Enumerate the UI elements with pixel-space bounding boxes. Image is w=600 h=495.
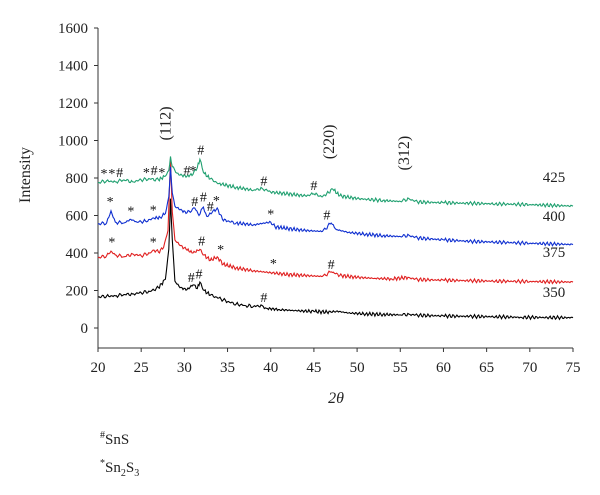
sns-peak-marker: #	[328, 258, 335, 273]
y-tick-label: 1200	[58, 96, 88, 112]
series-label-425: 425	[543, 170, 566, 186]
sn2s3-peak-marker: *	[190, 164, 197, 179]
series-label-375: 375	[543, 245, 566, 261]
legend-sn2s3-formula: Sn2S3	[105, 460, 140, 479]
y-tick-label: 1400	[58, 59, 88, 75]
sn2s3-peak-marker: *	[150, 204, 157, 219]
legend-sn2s3-symbol: *	[100, 458, 105, 469]
sns-peak-marker: #	[260, 291, 267, 306]
series-line-375	[97, 159, 574, 285]
axes: 0 200 400 600 800 1000 1200 1400 1600 20 25 30 35 40 4…	[58, 21, 581, 376]
sns-peak-marker: #	[310, 179, 317, 194]
y-tick-label: 800	[66, 171, 89, 187]
sns-peak-marker: #	[260, 175, 267, 190]
y-tick-label: 1000	[58, 134, 88, 150]
y-tick-label: 600	[66, 209, 89, 225]
sn2s3-peak-marker: *	[213, 194, 220, 209]
sns-peak-marker: #	[116, 166, 123, 181]
sns-peak-marker: #	[198, 235, 205, 250]
x-tick-label: 40	[263, 360, 278, 376]
x-tick-label: 20	[91, 360, 106, 376]
sn2s3-peak-marker: *	[127, 205, 134, 220]
sns-peak-marker: #	[191, 195, 198, 210]
x-tick-label: 25	[134, 360, 149, 376]
sn2s3-peak-marker: *	[270, 257, 277, 272]
x-tick-label: 55	[393, 360, 408, 376]
sn2s3-peak-marker: *	[101, 167, 108, 182]
series-layer	[97, 156, 574, 321]
sns-peak-marker: #	[207, 200, 214, 215]
series-line-400	[97, 166, 574, 247]
sns-peak-marker: #	[151, 164, 158, 179]
sns-peak-marker: #	[196, 267, 203, 282]
legend-sn2s3: *Sn2S3	[100, 458, 139, 479]
sns-peak-marker: #	[197, 144, 204, 159]
series-label-400: 400	[543, 209, 566, 225]
x-tick-label: 60	[436, 360, 451, 376]
peak-label: (312)	[396, 136, 413, 171]
sn2s3-peak-marker: *	[108, 235, 115, 250]
series-label-350: 350	[543, 285, 566, 301]
x-tick-label: 70	[522, 360, 537, 376]
x-tick-label: 50	[350, 360, 365, 376]
y-tick-label: 1600	[58, 21, 88, 37]
peak-label: (112)	[158, 106, 175, 140]
sn2s3-peak-marker: *	[217, 243, 224, 258]
y-axis-title: Intensity	[17, 147, 34, 203]
sn2s3-peak-marker: *	[158, 166, 165, 181]
series-line-350	[97, 198, 574, 321]
sns-peak-marker: #	[188, 271, 195, 286]
sns-peak-marker: #	[200, 190, 207, 205]
sns-peak-marker: #	[323, 208, 330, 223]
x-axis-title: 2θ	[328, 390, 344, 407]
x-tick-label: 65	[479, 360, 494, 376]
sns-peak-marker: #	[183, 164, 190, 179]
sn2s3-peak-marker: *	[267, 207, 274, 222]
x-tick-label: 30	[177, 360, 192, 376]
series-line-425	[97, 156, 574, 209]
legend-sns-symbol: #	[100, 430, 105, 441]
legend-sns-formula: SnS	[105, 432, 130, 448]
x-tick-label: 75	[566, 360, 581, 376]
peak-label: (220)	[321, 125, 338, 160]
sn2s3-peak-marker: *	[143, 166, 150, 181]
legend-sns: #SnS	[100, 430, 129, 449]
y-tick-label: 200	[66, 284, 89, 300]
sn2s3-peak-marker: *	[150, 235, 157, 250]
x-tick-label: 35	[220, 360, 235, 376]
y-tick-label: 0	[81, 321, 89, 337]
sn2s3-peak-marker: *	[108, 167, 115, 182]
x-tick-label: 45	[306, 360, 321, 376]
sn2s3-peak-marker: *	[107, 195, 114, 210]
y-tick-label: 400	[66, 246, 89, 262]
xrd-chart: 0 200 400 600 800 1000 1200 1400 1600 20 25 30 35 40 4…	[17, 21, 581, 407]
